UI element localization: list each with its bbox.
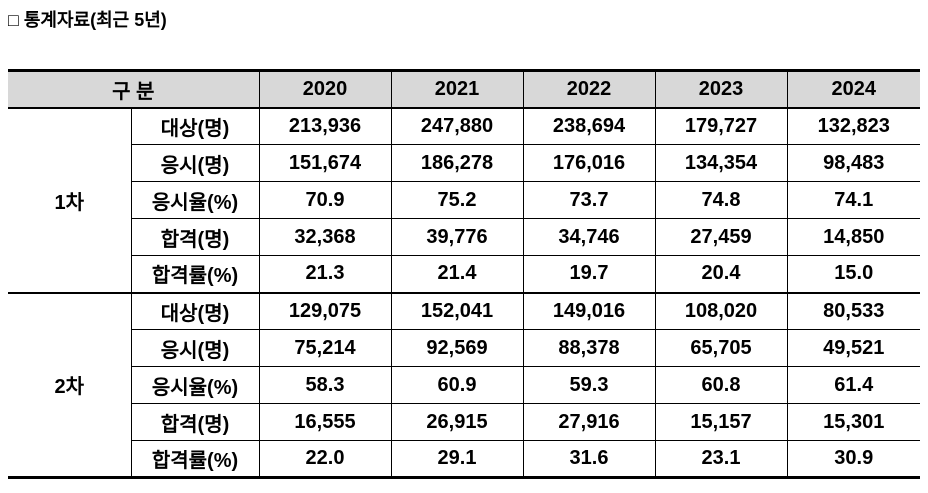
value-cell: 238,694 [522, 107, 656, 145]
table-row: 2차 대상(명) 129,075 152,041 149,016 108,020… [8, 291, 921, 478]
row-label: 합격률(%) [130, 440, 260, 478]
value-cell: 15,157 [654, 403, 788, 441]
value-cell: 59.3 [522, 366, 656, 404]
header-year-2021: 2021 [390, 70, 524, 109]
value-cell: 22.0 [258, 440, 392, 478]
value-cell: 49,521 [786, 329, 921, 367]
value-cell: 32,368 [258, 218, 392, 256]
row-label: 응시율(%) [130, 181, 260, 219]
row-label: 합격(명) [130, 403, 260, 441]
table-header: 구 분 2020 2021 2022 2023 2024 [8, 70, 921, 109]
value-cell: 75.2 [390, 181, 524, 219]
value-cell: 29.1 [390, 440, 524, 478]
value-cell: 26,915 [390, 403, 524, 441]
value-cell: 21.3 [258, 255, 392, 293]
value-cell: 31.6 [522, 440, 656, 478]
value-cell: 27,459 [654, 218, 788, 256]
value-cell: 21.4 [390, 255, 524, 293]
table-row: 합격률(%) 21.3 21.4 19.7 20.4 15.0 [8, 255, 921, 293]
value-cell: 176,016 [522, 144, 656, 182]
table-row: 합격(명) 32,368 39,776 34,746 27,459 14,850 [8, 218, 921, 256]
value-cell: 60.9 [390, 366, 524, 404]
value-cell: 14,850 [786, 218, 921, 256]
value-cell: 19.7 [522, 255, 656, 293]
value-cell: 152,041 [390, 291, 524, 330]
value-cell: 74.1 [786, 181, 921, 219]
table-row: 응시(명) 75,214 92,569 88,378 65,705 49,521 [8, 329, 921, 367]
row-label: 응시율(%) [130, 366, 260, 404]
row-label: 합격률(%) [130, 255, 260, 293]
table-row: 응시율(%) 70.9 75.2 73.7 74.8 74.1 [8, 181, 921, 219]
table-row: 합격(명) 16,555 26,915 27,916 15,157 15,301 [8, 403, 921, 441]
value-cell: 39,776 [390, 218, 524, 256]
header-year-2022: 2022 [522, 70, 656, 109]
value-cell: 34,746 [522, 218, 656, 256]
value-cell: 247,880 [390, 107, 524, 145]
section-round-2: 2차 대상(명) 129,075 152,041 149,016 108,020… [8, 291, 921, 478]
header-group-label: 구 분 [8, 70, 260, 109]
statistics-table: 구 분 2020 2021 2022 2023 2024 1차 대상(명) 21… [8, 69, 921, 479]
value-cell: 74.8 [654, 181, 788, 219]
value-cell: 186,278 [390, 144, 524, 182]
value-cell: 15,301 [786, 403, 921, 441]
value-cell: 58.3 [258, 366, 392, 404]
value-cell: 75,214 [258, 329, 392, 367]
value-cell: 80,533 [786, 291, 921, 330]
table-row: 합격률(%) 22.0 29.1 31.6 23.1 30.9 [8, 440, 921, 478]
table-row: 응시(명) 151,674 186,278 176,016 134,354 98… [8, 144, 921, 182]
value-cell: 15.0 [786, 255, 921, 293]
value-cell: 151,674 [258, 144, 392, 182]
value-cell: 16,555 [258, 403, 392, 441]
value-cell: 70.9 [258, 181, 392, 219]
value-cell: 98,483 [786, 144, 921, 182]
value-cell: 134,354 [654, 144, 788, 182]
value-cell: 60.8 [654, 366, 788, 404]
value-cell: 132,823 [786, 107, 921, 145]
value-cell: 65,705 [654, 329, 788, 367]
value-cell: 27,916 [522, 403, 656, 441]
value-cell: 129,075 [258, 291, 392, 330]
row-label: 응시(명) [130, 144, 260, 182]
value-cell: 108,020 [654, 291, 788, 330]
value-cell: 61.4 [786, 366, 921, 404]
value-cell: 73.7 [522, 181, 656, 219]
section-round-1: 1차 대상(명) 213,936 247,880 238,694 179,727… [8, 107, 921, 293]
page-title: □ 통계자료(최근 5년) [8, 10, 167, 30]
value-cell: 213,936 [258, 107, 392, 145]
row-label: 대상(명) [130, 291, 260, 330]
value-cell: 23.1 [654, 440, 788, 478]
row-label: 합격(명) [130, 218, 260, 256]
row-label: 대상(명) [130, 107, 260, 145]
value-cell: 20.4 [654, 255, 788, 293]
table-row: 1차 대상(명) 213,936 247,880 238,694 179,727… [8, 107, 921, 293]
header-row: 구 분 2020 2021 2022 2023 2024 [8, 70, 921, 109]
section-label-round-2: 2차 [8, 291, 132, 478]
header-year-2024: 2024 [786, 70, 921, 109]
header-year-2023: 2023 [654, 70, 788, 109]
row-label: 응시(명) [130, 329, 260, 367]
value-cell: 92,569 [390, 329, 524, 367]
value-cell: 88,378 [522, 329, 656, 367]
value-cell: 30.9 [786, 440, 921, 478]
table-row: 응시율(%) 58.3 60.9 59.3 60.8 61.4 [8, 366, 921, 404]
value-cell: 179,727 [654, 107, 788, 145]
section-label-round-1: 1차 [8, 107, 132, 293]
header-year-2020: 2020 [258, 70, 392, 109]
value-cell: 149,016 [522, 291, 656, 330]
